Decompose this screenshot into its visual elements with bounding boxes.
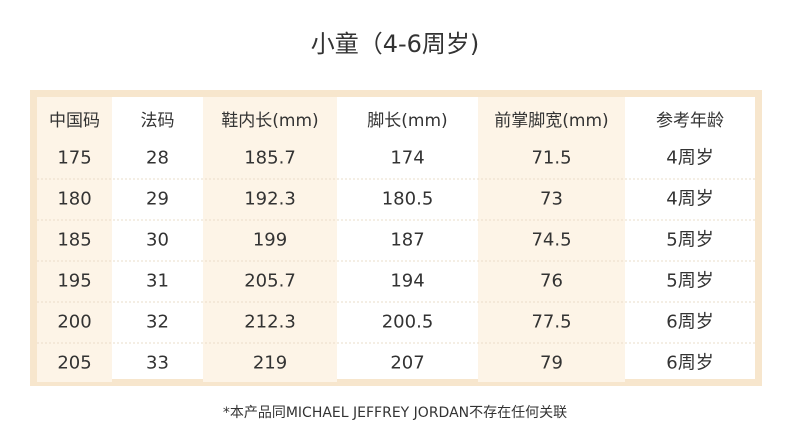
table-cell: 192.3 (244, 189, 296, 210)
table-cell: 207 (390, 353, 424, 374)
table-cell: 5周岁 (666, 230, 713, 251)
table-cell: 28 (146, 148, 169, 169)
header-cell: 法码 (141, 111, 175, 131)
table-cell: 31 (146, 271, 169, 292)
column-shade (37, 97, 112, 382)
header-cell: 脚长(mm) (367, 111, 447, 131)
table-cell: 205 (57, 353, 91, 374)
table-cell: 175 (57, 148, 91, 169)
header-cell: 中国码 (49, 111, 100, 131)
table-cell: 185.7 (244, 148, 296, 169)
table-cell: 74.5 (531, 230, 571, 251)
table-cell: 200.5 (382, 312, 434, 333)
table-cell: 33 (146, 353, 169, 374)
title: 小童（4-6周岁) (311, 30, 480, 58)
table-cell: 73 (540, 189, 563, 210)
table-cell: 205.7 (244, 271, 296, 292)
table-cell: 187 (390, 230, 424, 251)
table-cell: 180 (57, 189, 91, 210)
table-cell: 180.5 (382, 189, 434, 210)
header-cell: 参考年龄 (656, 111, 724, 131)
table-cell: 174 (390, 148, 424, 169)
table-cell: 77.5 (531, 312, 571, 333)
table-cell: 71.5 (531, 148, 571, 169)
table-body (37, 97, 755, 379)
table-cell: 30 (146, 230, 169, 251)
footnote: *本产品同MICHAEL JEFFREY JORDAN不存在任何关联 (223, 405, 567, 421)
table-cell: 4周岁 (666, 189, 713, 210)
header-cell: 鞋内长(mm) (221, 111, 318, 131)
table-cell: 219 (253, 353, 287, 374)
header-cell: 前掌脚宽(mm) (494, 111, 608, 131)
table-cell: 194 (390, 271, 424, 292)
table-cell: 212.3 (244, 312, 296, 333)
table-cell: 6周岁 (666, 353, 713, 374)
table-cell: 200 (57, 312, 91, 333)
table-cell: 195 (57, 271, 91, 292)
table-cell: 185 (57, 230, 91, 251)
table-cell: 29 (146, 189, 169, 210)
table-cell: 32 (146, 312, 169, 333)
table-cell: 6周岁 (666, 312, 713, 333)
table-cell: 79 (540, 353, 563, 374)
table-cell: 4周岁 (666, 148, 713, 169)
table-cell: 5周岁 (666, 271, 713, 292)
column-shade (203, 97, 337, 382)
column-shade (478, 97, 625, 382)
table-cell: 199 (253, 230, 287, 251)
table-cell: 76 (540, 271, 563, 292)
